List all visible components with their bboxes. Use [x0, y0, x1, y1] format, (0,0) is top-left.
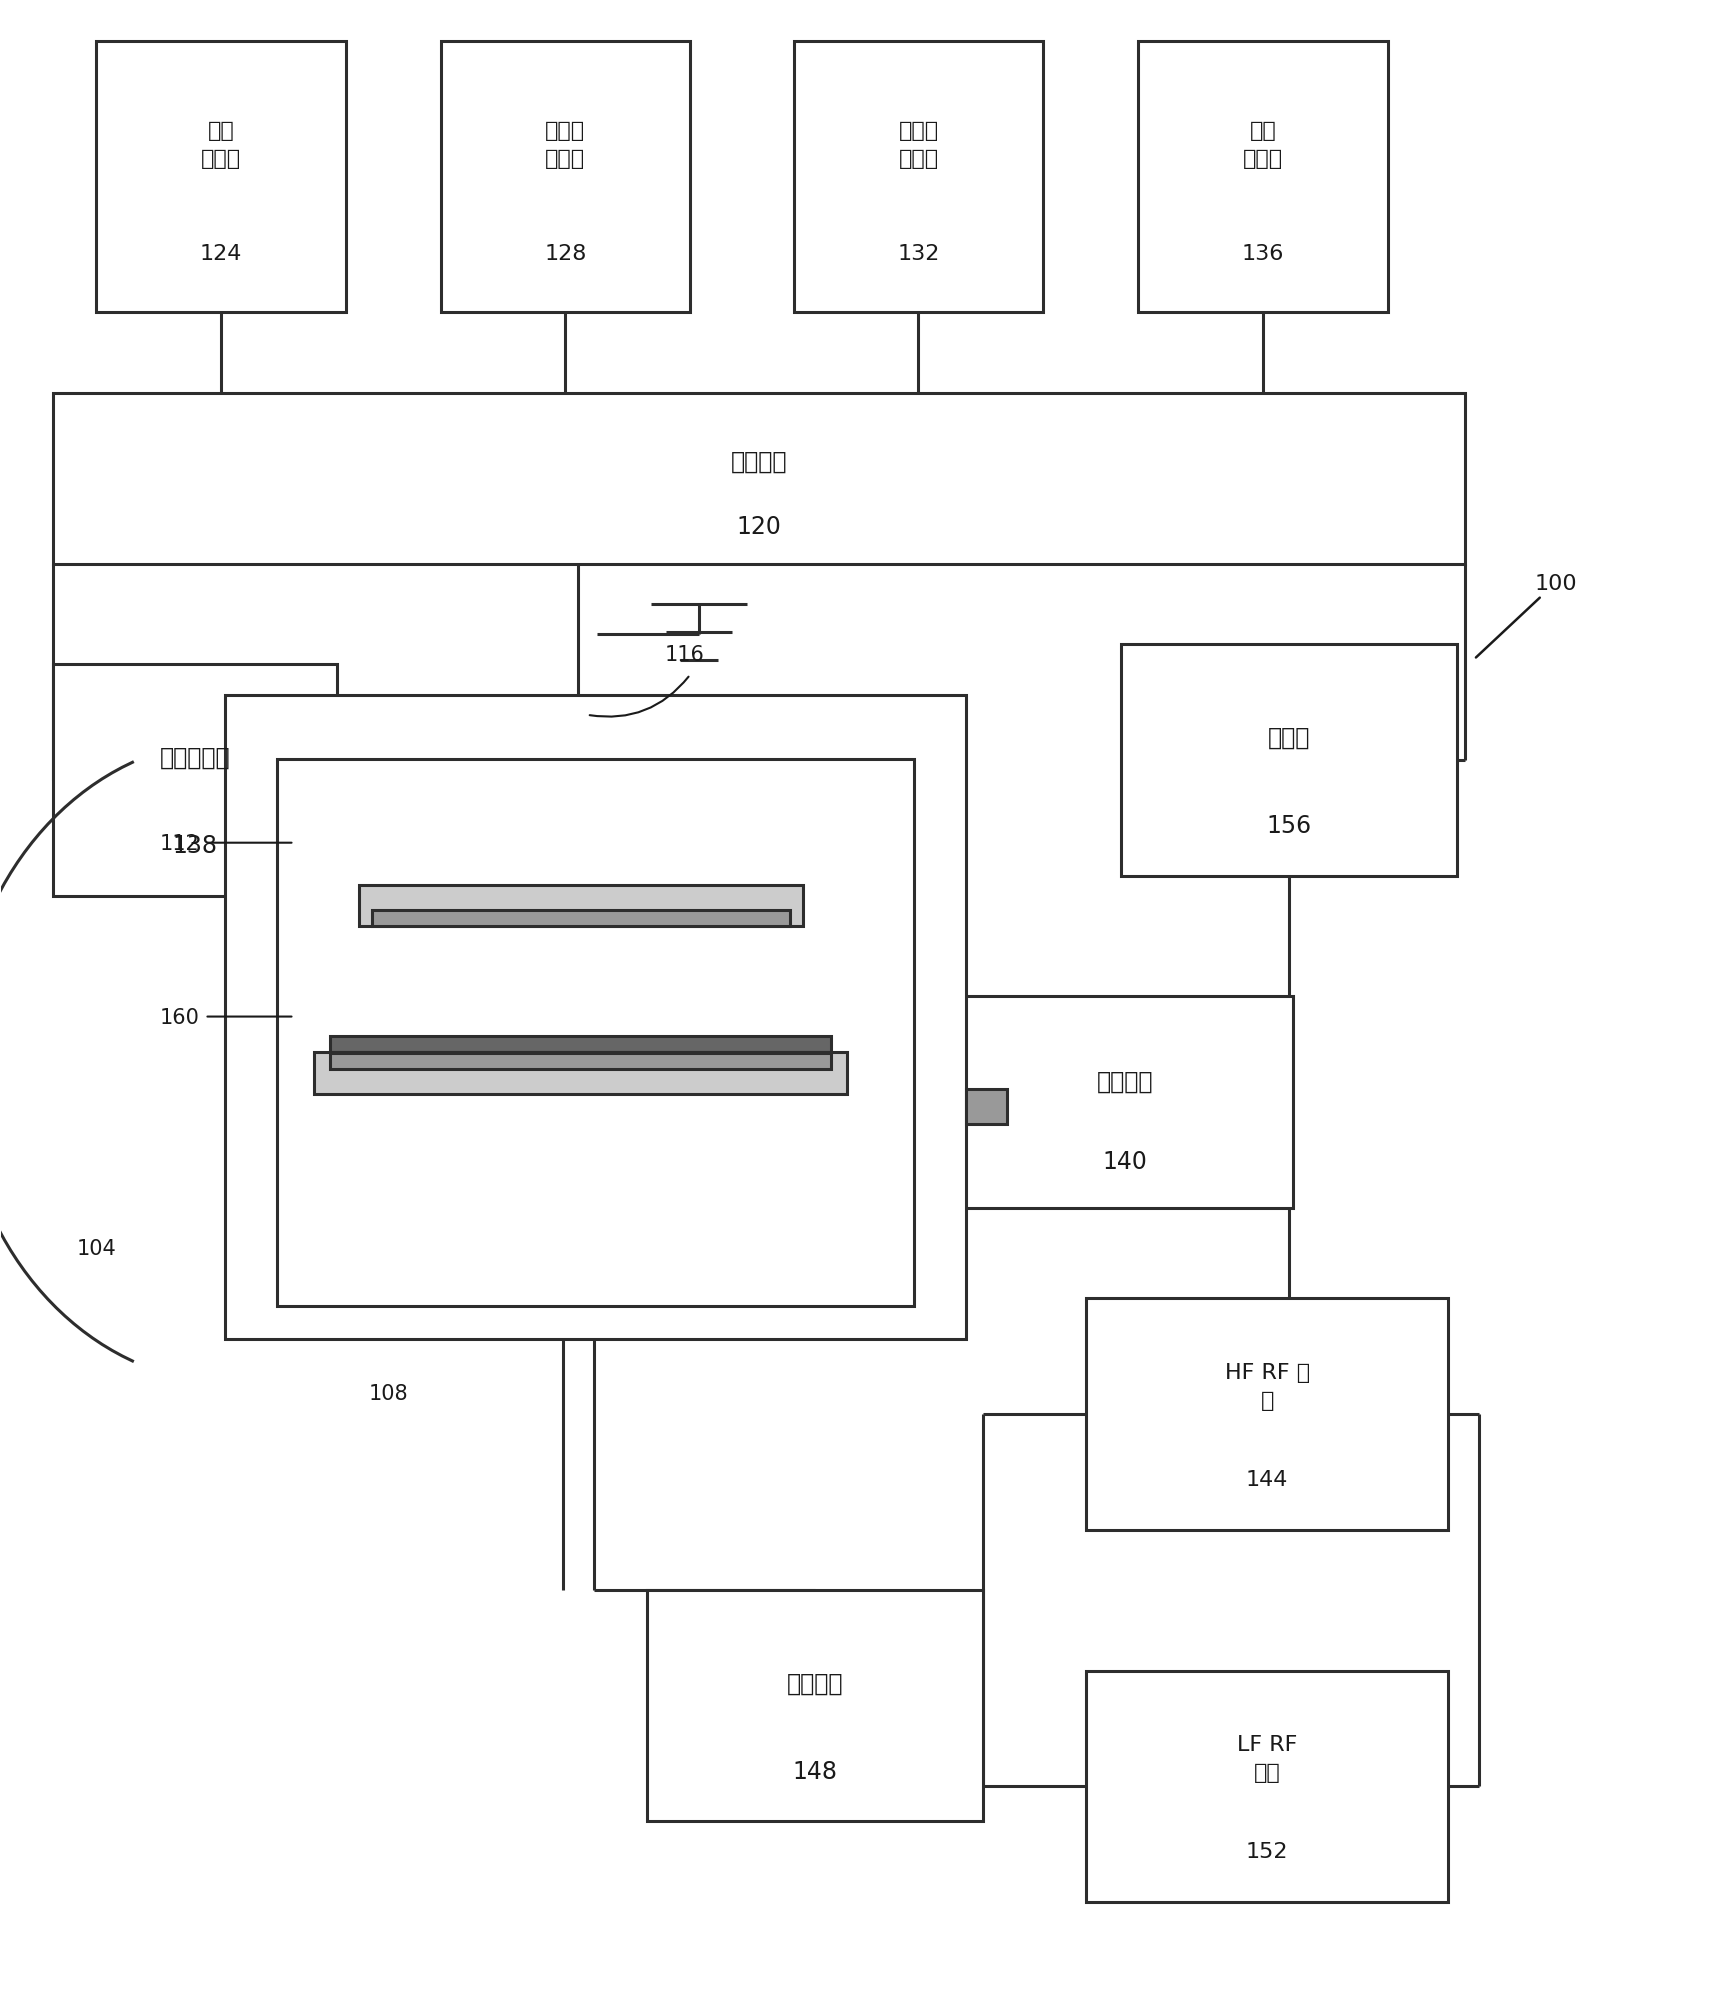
Bar [373, 910, 790, 926]
Bar [329, 1037, 831, 1053]
Text: HF RF 电
源: HF RF 电 源 [1225, 1363, 1309, 1410]
Bar [794, 42, 1044, 312]
Bar [97, 42, 345, 312]
Text: 132: 132 [897, 244, 940, 264]
Text: 138: 138 [172, 834, 217, 858]
Text: 控制器: 控制器 [1268, 725, 1309, 749]
Bar [440, 42, 690, 312]
Text: 116: 116 [664, 644, 704, 665]
Text: LF RF
电源: LF RF 电源 [1237, 1734, 1297, 1782]
Bar [359, 884, 802, 926]
Text: 156: 156 [1266, 814, 1311, 838]
Bar [53, 665, 336, 896]
Bar [1138, 42, 1389, 312]
Text: 匹配网络: 匹配网络 [787, 1672, 844, 1694]
Text: 140: 140 [1102, 1150, 1147, 1174]
Text: 152: 152 [1245, 1841, 1289, 1861]
Text: 160: 160 [160, 1007, 200, 1027]
Text: 136: 136 [1242, 244, 1283, 264]
Text: 144: 144 [1245, 1468, 1289, 1488]
Bar [1121, 644, 1456, 876]
Bar [314, 1053, 847, 1094]
Bar [1087, 1299, 1447, 1531]
Bar [1087, 1672, 1447, 1901]
Text: 前体
气体源: 前体 气体源 [200, 121, 242, 169]
Text: 148: 148 [794, 1758, 838, 1782]
Text: 104: 104 [76, 1239, 116, 1259]
Text: 钝化气体源: 钝化气体源 [160, 745, 231, 769]
Text: 120: 120 [737, 516, 781, 540]
Text: 排放系统: 排放系统 [1097, 1069, 1154, 1094]
Bar [53, 393, 1465, 564]
Text: 128: 128 [543, 244, 586, 264]
Text: 清扫
气体源: 清扫 气体源 [1242, 121, 1283, 169]
Bar [647, 1591, 983, 1821]
Bar [957, 997, 1294, 1208]
Text: 切换歧管: 切换歧管 [731, 449, 787, 473]
Text: 112: 112 [160, 834, 200, 854]
Bar [966, 1090, 1007, 1126]
Text: 100: 100 [1477, 574, 1577, 659]
Text: 124: 124 [200, 244, 242, 264]
Bar [226, 695, 966, 1339]
Text: 反应物
气体源: 反应物 气体源 [545, 121, 585, 169]
Bar [278, 759, 914, 1307]
Text: 108: 108 [369, 1384, 409, 1404]
Bar [329, 1053, 831, 1069]
Text: 抑制剂
气体源: 抑制剂 气体源 [899, 121, 938, 169]
